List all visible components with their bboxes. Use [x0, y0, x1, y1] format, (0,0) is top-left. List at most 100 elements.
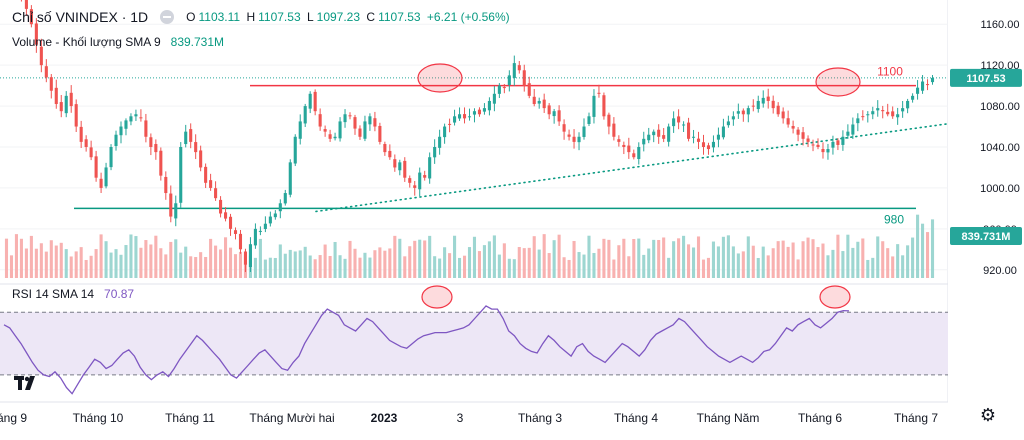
gear-icon[interactable]: ⚙ [979, 405, 996, 425]
candle-body [587, 116, 591, 124]
candle-body [89, 147, 93, 158]
symbol-title[interactable]: Chỉ số VNINDEX · 1D [12, 9, 149, 25]
volume-bar [826, 255, 830, 278]
volume-bar [393, 235, 397, 278]
volume-bar [901, 255, 905, 278]
volume-bar [388, 248, 392, 278]
candle-body [921, 81, 925, 91]
volume-bar [413, 240, 417, 278]
candle-body [49, 77, 53, 91]
volume-bar [233, 254, 238, 278]
volume-bar [771, 248, 775, 278]
peak-highlight [815, 67, 861, 97]
volume-bar [204, 256, 208, 278]
volume-bar [896, 244, 900, 278]
open-label: O [186, 10, 196, 24]
candle-body [930, 77, 935, 83]
candle-body [129, 116, 133, 122]
volume-bar [841, 251, 845, 278]
candle-body [682, 124, 686, 126]
volume-bar [806, 237, 810, 278]
volume-bar [487, 241, 491, 278]
volume-bar [517, 247, 521, 278]
candle-body [303, 106, 307, 124]
candle-body [871, 111, 875, 115]
volume-bar [79, 247, 83, 278]
candle-body [443, 126, 447, 138]
volume-bar [612, 259, 616, 278]
time-tick-label: Tháng Mười hai [249, 411, 334, 425]
candle-body [597, 92, 601, 94]
volume-bar [562, 257, 566, 278]
candle-body [228, 216, 233, 229]
volume-bar [687, 244, 691, 278]
rsi-value: 70.87 [104, 287, 135, 301]
volume-bar [816, 247, 820, 278]
time-tick-label: Tháng 4 [614, 411, 658, 425]
volume-bar [119, 254, 123, 278]
candle-body [851, 124, 855, 135]
volume-bar [9, 255, 14, 278]
candle-body [911, 95, 915, 100]
volume-bar [507, 258, 511, 278]
candle-body [288, 162, 292, 195]
volume-bar [84, 259, 88, 278]
candle-body [672, 118, 676, 127]
candle-body [34, 23, 38, 45]
tradingview-logo-icon[interactable] [14, 372, 40, 394]
price-tick-label: 920.00 [983, 265, 1017, 277]
volume-bar [54, 245, 58, 278]
candle-body [338, 121, 342, 139]
rsi-pane: 60.0040.0020.0070.87 [0, 285, 1022, 398]
candle-body [29, 9, 33, 25]
candle-body [517, 65, 521, 71]
high-value: 1107.53 [258, 10, 301, 24]
volume-bar [532, 236, 536, 278]
grid [0, 0, 949, 403]
candle-body [811, 144, 815, 146]
volume-bar [268, 257, 272, 278]
candle-body [831, 141, 835, 148]
circle-toggle-icon[interactable] [160, 10, 175, 24]
low-value: 1097.23 [316, 10, 361, 24]
candle-body [557, 110, 561, 122]
volume-bar [627, 256, 631, 278]
volume-bar [448, 253, 452, 278]
volume-bar [587, 235, 591, 278]
candle-body [413, 185, 417, 188]
candle-body [726, 121, 730, 126]
candle-body [438, 136, 442, 148]
volume-bar [24, 248, 28, 278]
candle-body [876, 108, 880, 111]
rsi-label[interactable]: RSI 14 SMA 14 [12, 287, 95, 301]
time-tick-label: 2023 [371, 411, 398, 425]
volume-bar [886, 248, 890, 278]
volume-bar [363, 252, 367, 278]
volume-bar [617, 245, 621, 278]
volume-bar [577, 252, 581, 278]
candle-body [333, 136, 337, 139]
candle-body [527, 83, 531, 96]
volume-bar [114, 249, 118, 278]
volume-bar [398, 238, 402, 278]
candle-body [343, 114, 347, 123]
candle-body [79, 126, 83, 142]
volume-bar [696, 236, 701, 278]
candle-body [925, 84, 930, 86]
volume-bar [104, 241, 108, 278]
volume-bar [657, 239, 661, 278]
candle-body [194, 142, 198, 153]
volume-bar [756, 257, 760, 278]
volume-bar [891, 256, 895, 278]
candle-body [786, 118, 790, 125]
candle-body [59, 102, 63, 112]
volume-bar [746, 236, 750, 278]
volume-bar [811, 239, 815, 278]
volume-bar [766, 255, 770, 278]
volume-bar [662, 237, 666, 278]
candle-body [219, 199, 223, 214]
volume-label[interactable]: Volume - Khối lượng SMA 9 [12, 35, 161, 49]
volume-bar [428, 235, 432, 278]
